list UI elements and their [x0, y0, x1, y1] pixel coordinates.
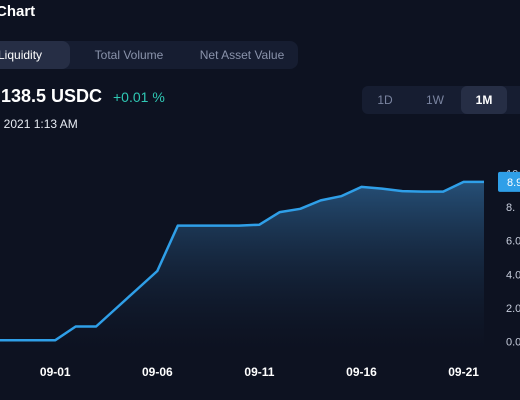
- x-tick-label: 09-21: [448, 365, 479, 379]
- tab-net-asset-value[interactable]: Net Asset Value: [199, 48, 285, 62]
- tab-total-volume[interactable]: Total Volume: [94, 48, 164, 62]
- range-1m-button[interactable]: 1M: [461, 86, 507, 114]
- x-tick-label: 09-01: [40, 365, 71, 379]
- price-change: +0.01 %: [113, 89, 165, 105]
- tab-liquidity[interactable]: Liquidity: [0, 41, 70, 69]
- range-1w-button[interactable]: 1W: [426, 93, 444, 107]
- x-tick-label: 09-16: [346, 365, 377, 379]
- y-tick-label: 4.0: [506, 269, 520, 281]
- metric-tab-bar: Liquidity Total Volume Net Asset Value: [0, 41, 298, 69]
- range-1d-button[interactable]: 1D: [377, 93, 393, 107]
- y-tick-label: 8.: [506, 202, 515, 214]
- current-value-label: 8.9: [507, 177, 520, 189]
- x-tick-label: 09-11: [244, 365, 274, 379]
- y-tick-label: 2.0: [506, 303, 520, 315]
- series-area-fill: [0, 181, 484, 350]
- current-price: ,138.5 USDC: [0, 86, 103, 106]
- y-tick-label: 0.0: [506, 337, 520, 349]
- current-value-tag: [498, 171, 520, 192]
- time-range-selector: 1D 1W 1M: [362, 86, 520, 114]
- price-timestamp: , 2021 1:13 AM: [0, 117, 78, 131]
- x-tick-label: 09-06: [142, 365, 173, 379]
- y-tick-label: 6.0: [506, 236, 520, 248]
- chart-title: Chart: [0, 3, 36, 20]
